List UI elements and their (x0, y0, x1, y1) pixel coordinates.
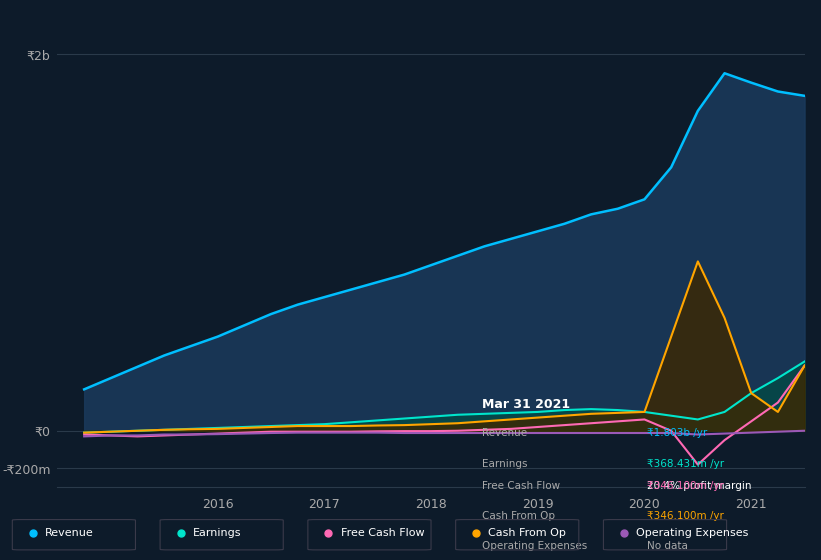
Text: Revenue: Revenue (45, 529, 94, 538)
Text: 20.4% profit margin: 20.4% profit margin (648, 482, 752, 492)
Text: ₹346.100m /yr: ₹346.100m /yr (648, 511, 724, 521)
Text: Operating Expenses: Operating Expenses (481, 540, 587, 550)
Text: Free Cash Flow: Free Cash Flow (481, 482, 560, 492)
Text: Cash From Op: Cash From Op (481, 511, 554, 521)
Text: No data: No data (648, 540, 688, 550)
Text: Earnings: Earnings (481, 459, 527, 469)
Text: Earnings: Earnings (193, 529, 241, 538)
Text: ₹1.803b /yr: ₹1.803b /yr (648, 428, 708, 438)
Text: Operating Expenses: Operating Expenses (636, 529, 749, 538)
Text: Revenue: Revenue (481, 428, 526, 438)
Text: Free Cash Flow: Free Cash Flow (341, 529, 424, 538)
Text: ₹346.100m /yr: ₹346.100m /yr (648, 482, 724, 492)
Text: ₹368.431m /yr: ₹368.431m /yr (648, 459, 725, 469)
Text: Cash From Op: Cash From Op (488, 529, 566, 538)
Text: Mar 31 2021: Mar 31 2021 (481, 398, 570, 411)
